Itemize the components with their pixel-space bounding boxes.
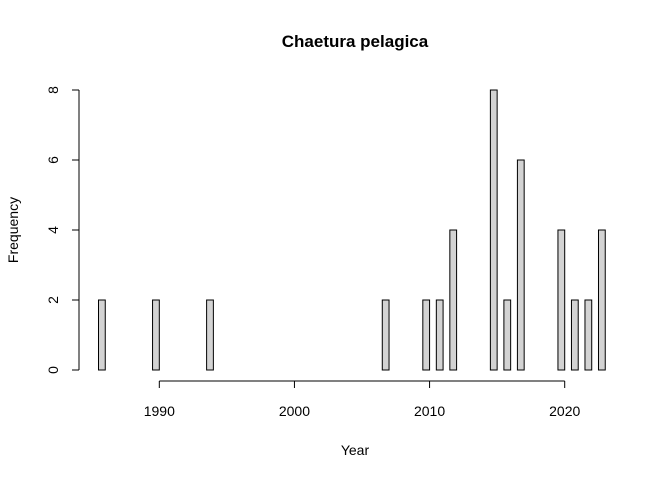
- y-tick-label-2: 2: [45, 296, 61, 304]
- bar-2012: [449, 229, 458, 371]
- bar-2021: [570, 299, 579, 371]
- bar-2023: [597, 229, 606, 371]
- x-tick-label-2020: 2020: [549, 403, 580, 419]
- bar-2010: [422, 299, 431, 371]
- bar-2017: [516, 159, 525, 371]
- bar-2015: [489, 89, 498, 371]
- bar-2020: [557, 229, 566, 371]
- x-axis-label: Year: [341, 442, 370, 458]
- x-axis-ticks: 1990 2000 2010 2020: [144, 381, 580, 419]
- x-tick-label-1990: 1990: [144, 403, 175, 419]
- chart-title: Chaetura pelagica: [282, 32, 429, 51]
- y-tick-label-0: 0: [45, 366, 61, 374]
- x-tick-label-2010: 2010: [414, 403, 445, 419]
- y-axis-label: Frequency: [5, 197, 21, 263]
- bar-1994: [206, 299, 214, 371]
- y-tick-label-8: 8: [45, 86, 61, 94]
- x-tick-label-2000: 2000: [279, 403, 310, 419]
- y-tick-label-4: 4: [45, 226, 61, 234]
- bar-1990: [152, 299, 160, 371]
- bars-group: [98, 89, 606, 371]
- bar-2016: [503, 299, 512, 371]
- bar-2011: [435, 299, 444, 371]
- y-axis-ticks: 0 2 4 6 8: [45, 86, 79, 374]
- bar-1986: [98, 299, 106, 371]
- y-tick-label-6: 6: [45, 156, 61, 164]
- bar-2007: [381, 299, 390, 371]
- bar-2022: [584, 299, 593, 371]
